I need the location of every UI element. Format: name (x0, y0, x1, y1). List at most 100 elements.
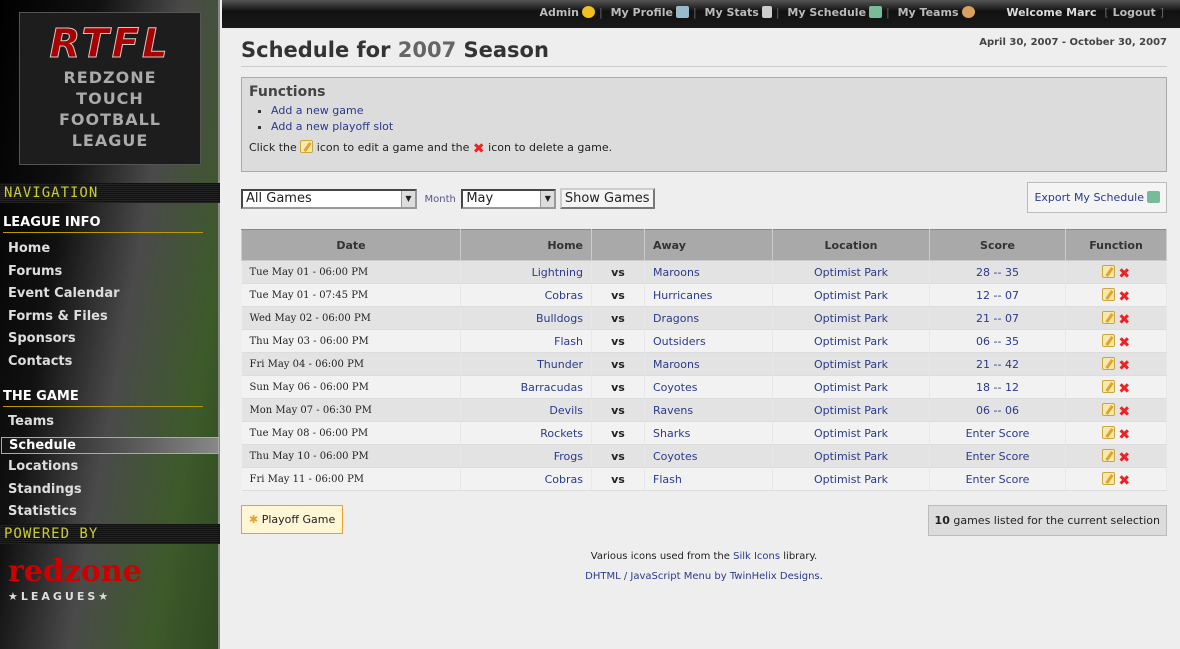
home-team-link[interactable]: Devils (549, 403, 583, 417)
my-profile-link[interactable]: My Profile (611, 6, 689, 19)
edit-icon[interactable] (1101, 310, 1115, 324)
home-team-link[interactable]: Barracudas (520, 380, 583, 394)
edit-icon[interactable] (1101, 356, 1115, 370)
games-select[interactable]: All Games ▼ (241, 188, 417, 209)
score-link[interactable]: 12 -- 07 (976, 288, 1019, 302)
home-team-link[interactable]: Rockets (540, 426, 583, 440)
column-header[interactable] (591, 229, 645, 261)
column-header[interactable]: Score (929, 229, 1066, 261)
home-team-link[interactable]: Flash (554, 334, 583, 348)
away-team-link[interactable]: Maroons (653, 265, 700, 279)
away-team-link[interactable]: Sharks (653, 426, 691, 440)
edit-icon[interactable] (1101, 264, 1115, 278)
edit-icon[interactable] (1101, 471, 1115, 485)
location-link[interactable]: Optimist Park (813, 311, 889, 325)
my-schedule-link[interactable]: My Schedule (787, 6, 883, 19)
home-team-link[interactable]: Cobras (544, 472, 583, 486)
column-header[interactable]: Function (1065, 229, 1167, 261)
away-team-link[interactable]: Hurricanes (653, 288, 713, 302)
score-link[interactable]: 21 -- 07 (976, 311, 1019, 325)
my-stats-link[interactable]: My Stats (705, 6, 772, 19)
location-link[interactable]: Optimist Park (813, 357, 889, 371)
away-team-link[interactable]: Ravens (653, 403, 694, 417)
home-team-link[interactable]: Bulldogs (535, 311, 583, 325)
score-link[interactable]: 06 -- 06 (976, 403, 1019, 417)
location-link[interactable]: Optimist Park (813, 472, 889, 486)
sidebar-item-statistics[interactable]: Statistics (8, 504, 77, 519)
away-team-link[interactable]: Outsiders (653, 334, 706, 348)
home-team-link[interactable]: Lightning (531, 265, 583, 279)
location-link[interactable]: Optimist Park (813, 449, 889, 463)
logout-link[interactable]: Logout (1112, 6, 1156, 19)
edit-icon[interactable] (1101, 402, 1115, 416)
score-link[interactable]: 06 -- 35 (976, 334, 1019, 348)
away-team-link[interactable]: Coyotes (653, 449, 698, 463)
table-row: Wed May 02 - 06:00 PM Bulldogs vs Dragons Op… (241, 306, 1167, 330)
my-teams-link[interactable]: My Teams (898, 6, 975, 19)
season-range: April 30, 2007 - October 30, 2007 (979, 37, 1167, 48)
score-link[interactable]: 21 -- 42 (976, 357, 1019, 371)
sidebar-item-standings[interactable]: Standings (8, 481, 82, 497)
month-select[interactable]: May ▼ (461, 188, 557, 209)
delete-icon[interactable]: ✖ (1118, 449, 1131, 466)
edit-icon[interactable] (1101, 379, 1115, 393)
score-link[interactable]: 28 -- 35 (976, 265, 1019, 279)
twinhelix-link[interactable]: TwinHelix Designs (729, 571, 820, 582)
score-link[interactable]: Enter Score (965, 472, 1030, 486)
score-link[interactable]: Enter Score (965, 426, 1030, 440)
column-header[interactable]: Location (772, 229, 930, 261)
delete-icon[interactable]: ✖ (1118, 403, 1131, 420)
silk-icons-link[interactable]: Silk Icons (733, 551, 781, 562)
sidebar-item-schedule[interactable]: Schedule (1, 436, 219, 454)
away-team-link[interactable]: Maroons (653, 357, 700, 371)
sidebar-item-contacts[interactable]: Contacts (8, 353, 73, 369)
add-game-link[interactable]: Add a new game (271, 104, 364, 117)
column-header[interactable]: Home (460, 229, 592, 261)
location-link[interactable]: Optimist Park (813, 265, 889, 279)
edit-icon[interactable] (1101, 425, 1115, 439)
away-team-link[interactable]: Coyotes (653, 380, 698, 394)
away-team-link[interactable]: Flash (653, 472, 682, 486)
delete-icon[interactable]: ✖ (1118, 380, 1131, 397)
functions-help: Click the icon to edit a game and the ✖ … (249, 140, 613, 157)
sidebar-item-sponsors[interactable]: Sponsors (8, 331, 76, 346)
sidebar-item-home[interactable]: Home (8, 241, 51, 256)
location-link[interactable]: Optimist Park (813, 426, 889, 440)
delete-icon[interactable]: ✖ (1118, 334, 1131, 351)
playoff-game-button[interactable]: ✱ Playoff Game (241, 505, 344, 534)
away-team-link[interactable]: Dragons (653, 311, 700, 325)
league-logo[interactable]: RTFL REDZONE TOUCH FOOTBALL LEAGUE (19, 12, 201, 165)
location-link[interactable]: Optimist Park (813, 334, 889, 348)
edit-icon[interactable] (1101, 333, 1115, 347)
add-playoff-slot-link[interactable]: Add a new playoff slot (271, 120, 394, 133)
sidebar-item-event-calendar[interactable]: Event Calendar (8, 286, 120, 301)
score-link[interactable]: 18 -- 12 (976, 380, 1019, 394)
show-games-button[interactable]: Show Games (559, 188, 655, 209)
home-team-link[interactable]: Frogs (553, 449, 583, 463)
score-link[interactable]: Enter Score (965, 449, 1030, 463)
location-link[interactable]: Optimist Park (813, 380, 889, 394)
location-link[interactable]: Optimist Park (813, 288, 889, 302)
redzone-logo[interactable]: redzone (8, 554, 142, 589)
delete-icon[interactable]: ✖ (1118, 265, 1131, 282)
functions-panel: Functions Add a new game Add a new playo… (241, 77, 1167, 172)
column-header[interactable]: Date (241, 229, 461, 261)
dhtml-menu-link[interactable]: DHTML / JavaScript Menu (585, 571, 712, 582)
delete-icon[interactable]: ✖ (1118, 472, 1131, 489)
location-link[interactable]: Optimist Park (813, 403, 889, 417)
delete-icon[interactable]: ✖ (1118, 288, 1131, 305)
home-team-link[interactable]: Cobras (544, 288, 583, 302)
sidebar-item-teams[interactable]: Teams (8, 414, 55, 429)
delete-icon[interactable]: ✖ (1118, 426, 1131, 443)
edit-icon[interactable] (1101, 287, 1115, 301)
admin-link[interactable]: Admin (540, 6, 595, 19)
sidebar-item-forms-files[interactable]: Forms & Files (8, 308, 108, 324)
sidebar-item-locations[interactable]: Locations (8, 459, 79, 474)
sidebar-item-forums[interactable]: Forums (8, 263, 63, 279)
delete-icon[interactable]: ✖ (1118, 311, 1131, 328)
export-schedule-button[interactable]: Export My Schedule (1027, 182, 1167, 213)
home-team-link[interactable]: Thunder (537, 357, 583, 371)
column-header[interactable]: Away (644, 229, 773, 261)
edit-icon[interactable] (1101, 448, 1115, 462)
delete-icon[interactable]: ✖ (1118, 357, 1131, 374)
